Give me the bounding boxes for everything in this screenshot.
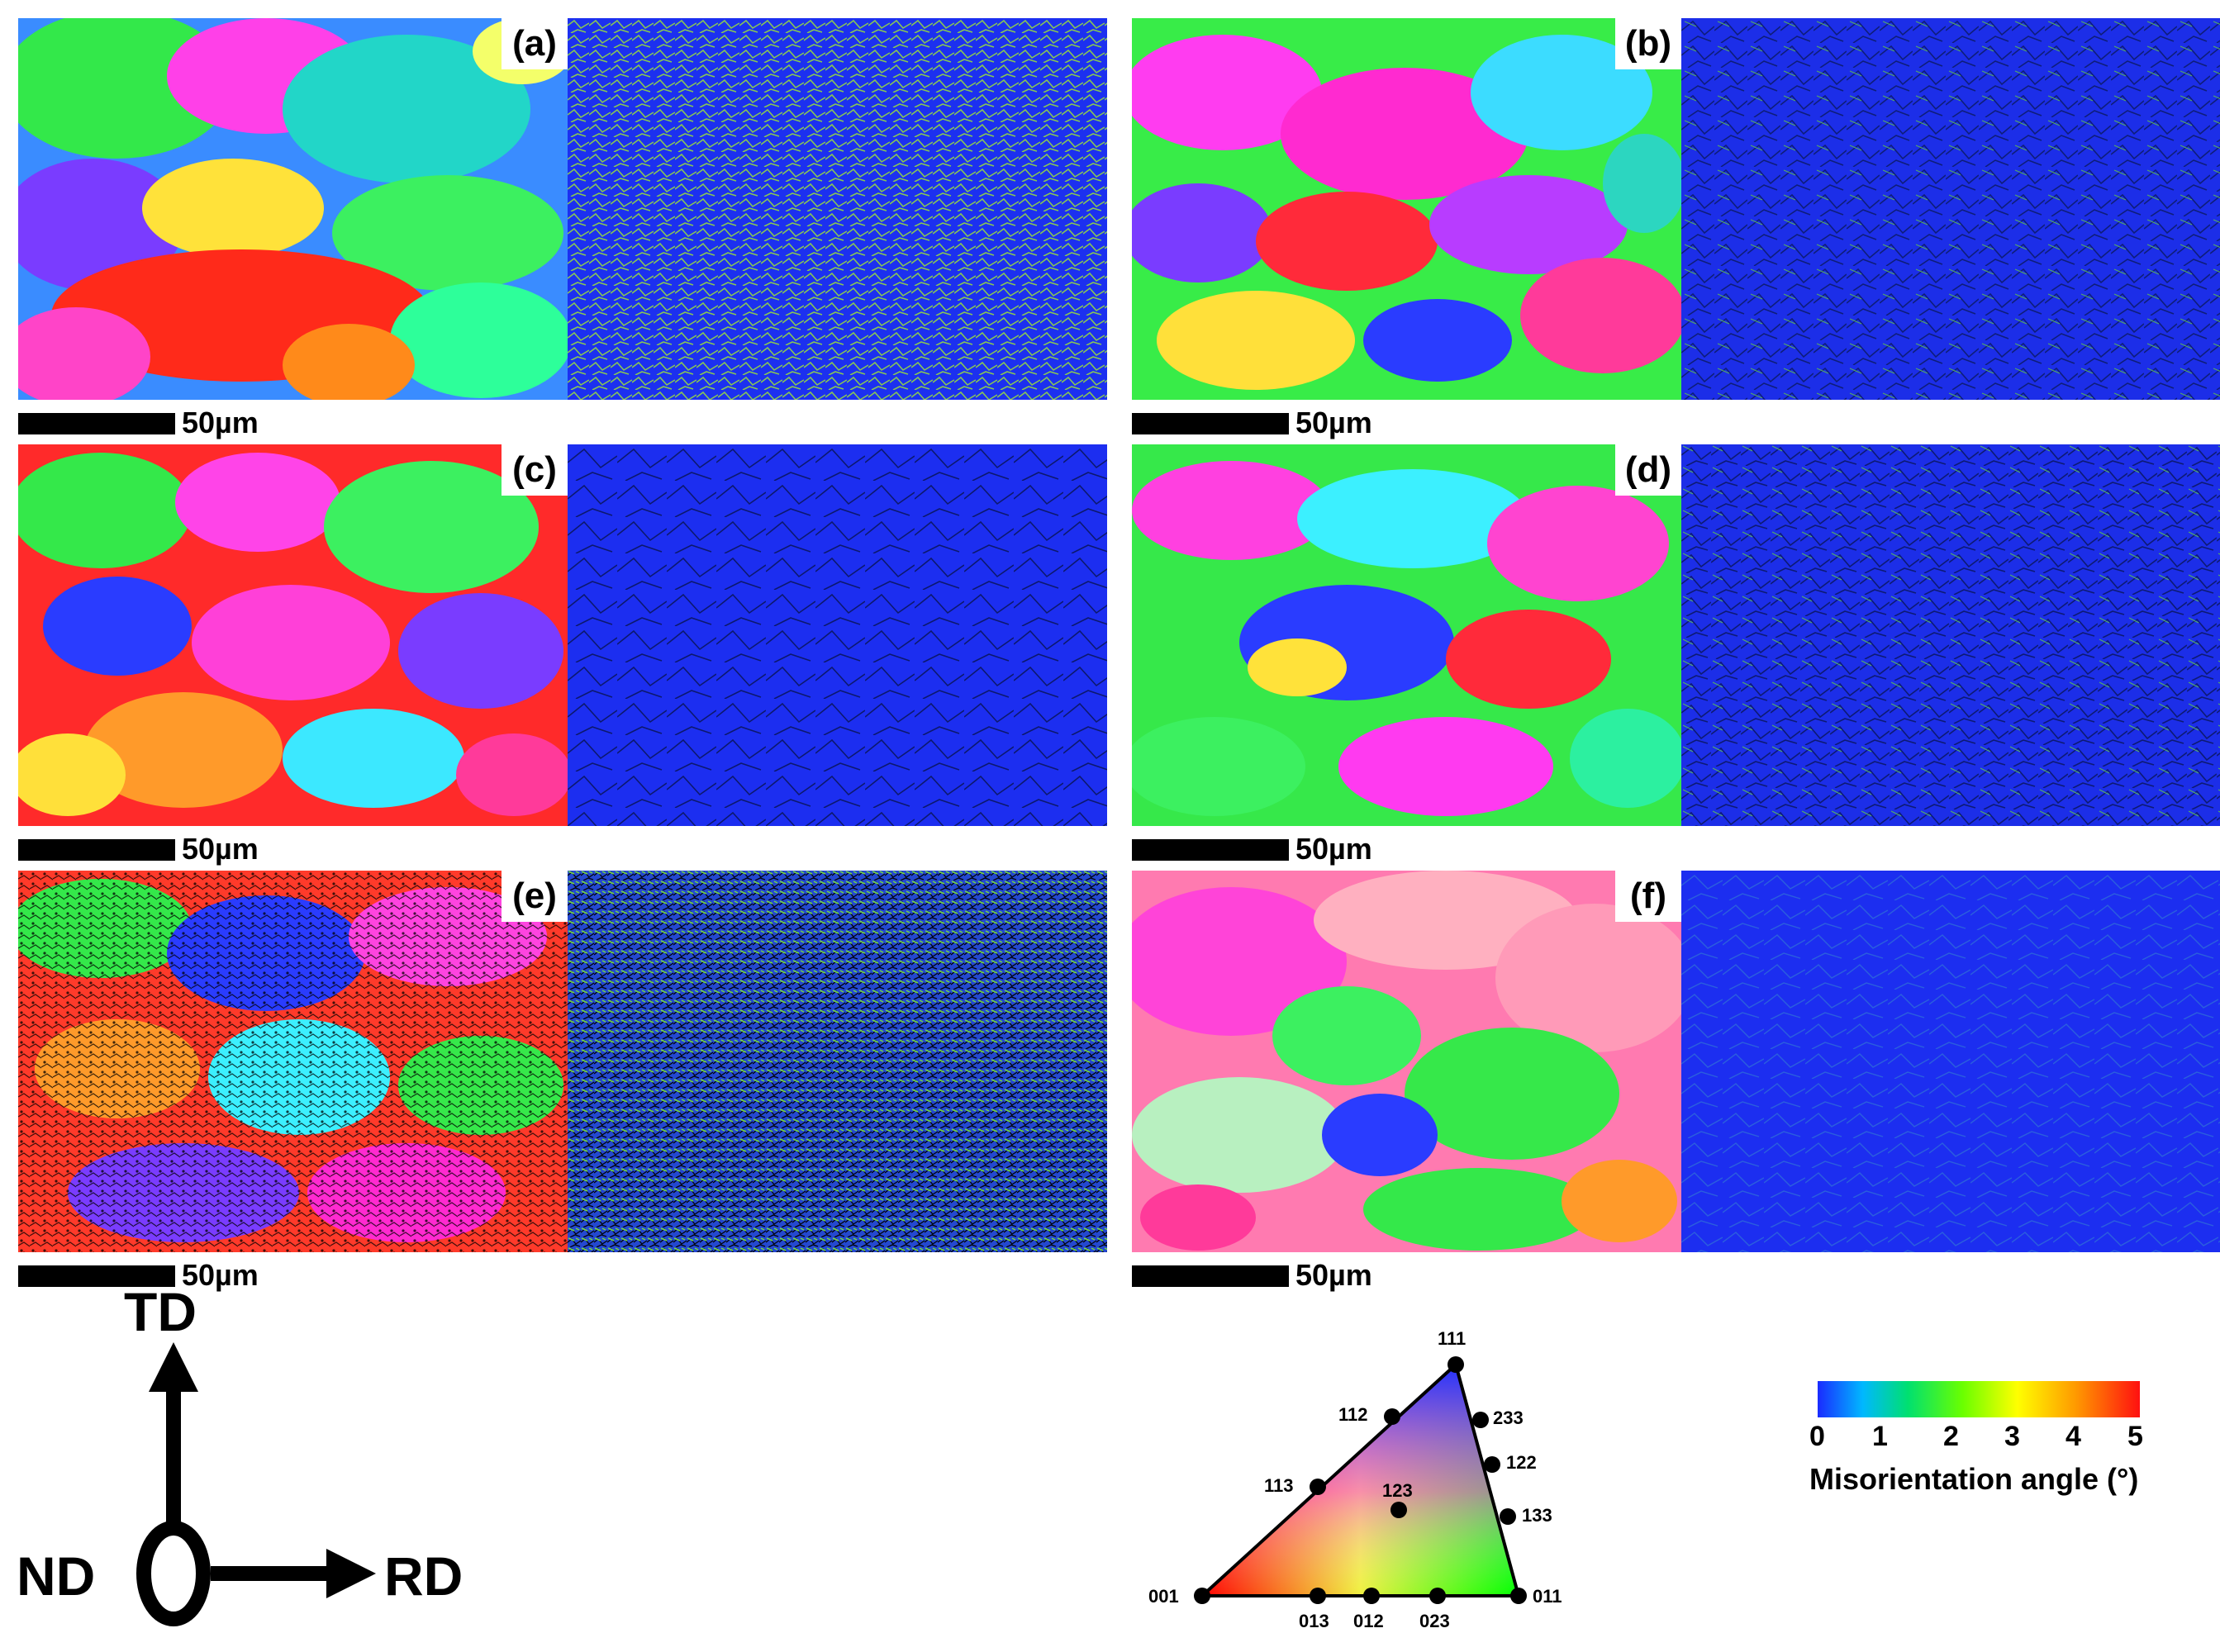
panel-label: (d)	[1615, 444, 1681, 496]
kam-map-c-image	[568, 444, 1107, 826]
panel-label: (b)	[1615, 18, 1681, 69]
panel-b: (b) 50µm	[1132, 18, 2220, 439]
hkl-013: 013	[1299, 1611, 1329, 1631]
hkl-133: 133	[1522, 1505, 1552, 1526]
ipf-map-f	[1132, 871, 1681, 1252]
tick-4: 4	[2066, 1421, 2081, 1452]
kam-map-e	[568, 871, 1107, 1252]
scale-bar-line	[1132, 1265, 1289, 1287]
kam-map-a-image	[568, 18, 1107, 400]
panel-label: (a)	[502, 18, 568, 69]
scale-bar-label: 50µm	[182, 832, 259, 866]
scale-bar-label: 50µm	[182, 406, 259, 439]
tick-1: 1	[1872, 1421, 1888, 1452]
panel-label: (f)	[1615, 871, 1681, 922]
panel-f: (f) 50µm	[1132, 871, 2220, 1292]
hkl-123: 123	[1382, 1480, 1413, 1501]
ipf-map-e	[18, 871, 568, 1252]
panel-label: (c)	[502, 444, 568, 496]
tick-0: 0	[1809, 1421, 1825, 1452]
scale-bar: 50µm	[18, 1257, 349, 1294]
ipf-map-b	[1132, 18, 1681, 400]
ipf-map-c-image	[18, 444, 568, 826]
misorientation-legend: 0 1 2 3 4 5 Misorientation angle (°)	[1809, 1371, 2206, 1536]
scale-bar-label: 50µm	[1295, 1258, 1372, 1292]
scale-bar-label: 50µm	[1295, 832, 1372, 866]
scale-bar: 50µm	[1132, 405, 1462, 441]
scale-bar: 50µm	[18, 405, 349, 441]
kam-map-b	[1681, 18, 2220, 400]
scale-bar: 50µm	[1132, 1257, 1462, 1294]
nd-label: ND	[17, 1545, 96, 1607]
scale-bar-label: 50µm	[1295, 406, 1372, 439]
ipf-map-a-image	[18, 18, 568, 400]
panel-d: (d) 50µm	[1132, 444, 2220, 866]
scale-bar-line	[1132, 413, 1289, 434]
ipf-map-d	[1132, 444, 1681, 826]
ipf-triangle	[1194, 1356, 1527, 1604]
hkl-122: 122	[1506, 1452, 1537, 1473]
scale-bar-line	[18, 1265, 175, 1287]
tick-3: 3	[2004, 1421, 2020, 1452]
ipf-color-key: 111 112 233 122 113 123 133 001 013 012 …	[1140, 1313, 1578, 1648]
ipf-map-c	[18, 444, 568, 826]
kam-map-a	[568, 18, 1107, 400]
ipf-map-f-image	[1132, 871, 1681, 1252]
kam-map-d-image	[1681, 444, 2220, 826]
scale-bar-line	[1132, 839, 1289, 861]
axes-arrows	[136, 1342, 376, 1626]
panel-e: (e) 50µm	[18, 871, 1107, 1292]
td-arrow-icon	[149, 1342, 198, 1392]
hkl-111: 111	[1438, 1328, 1467, 1349]
ipf-map-b-image	[1132, 18, 1681, 400]
scale-bar-label: 50µm	[182, 1258, 259, 1292]
scale-bar-line	[18, 413, 175, 434]
hkl-233: 233	[1493, 1408, 1524, 1428]
scale-bar: 50µm	[18, 831, 349, 867]
ipf-map-d-image	[1132, 444, 1681, 826]
hkl-023: 023	[1419, 1611, 1450, 1631]
hkl-113: 113	[1264, 1475, 1294, 1496]
scale-bar-line	[18, 839, 175, 861]
ipf-map-a	[18, 18, 568, 400]
kam-map-b-image	[1681, 18, 2220, 400]
kam-map-e-image	[568, 871, 1107, 1252]
rd-label: RD	[384, 1545, 463, 1607]
kam-map-f-image	[1681, 871, 2220, 1252]
td-label: TD	[124, 1281, 197, 1342]
hkl-112: 112	[1338, 1404, 1368, 1425]
hkl-012: 012	[1353, 1611, 1384, 1631]
panel-label: (e)	[502, 871, 568, 922]
kam-map-f	[1681, 871, 2220, 1252]
sample-axes: TD ND RD	[17, 1281, 512, 1652]
tick-5: 5	[2127, 1421, 2143, 1452]
tick-2: 2	[1943, 1421, 1959, 1452]
panel-a: (a) 50µm	[18, 18, 1107, 439]
color-scale-bar	[1818, 1381, 2140, 1417]
hkl-001: 001	[1148, 1586, 1179, 1607]
hkl-011: 011	[1533, 1586, 1562, 1607]
legend-title: Misorientation angle (°)	[1809, 1462, 2139, 1496]
panel-c: (c) 50µm	[18, 444, 1107, 866]
kam-map-c	[568, 444, 1107, 826]
ipf-map-e-image	[18, 871, 568, 1252]
nd-circle-icon	[136, 1521, 211, 1626]
scale-bar: 50µm	[1132, 831, 1462, 867]
kam-map-d	[1681, 444, 2220, 826]
rd-arrow-icon	[326, 1549, 376, 1598]
